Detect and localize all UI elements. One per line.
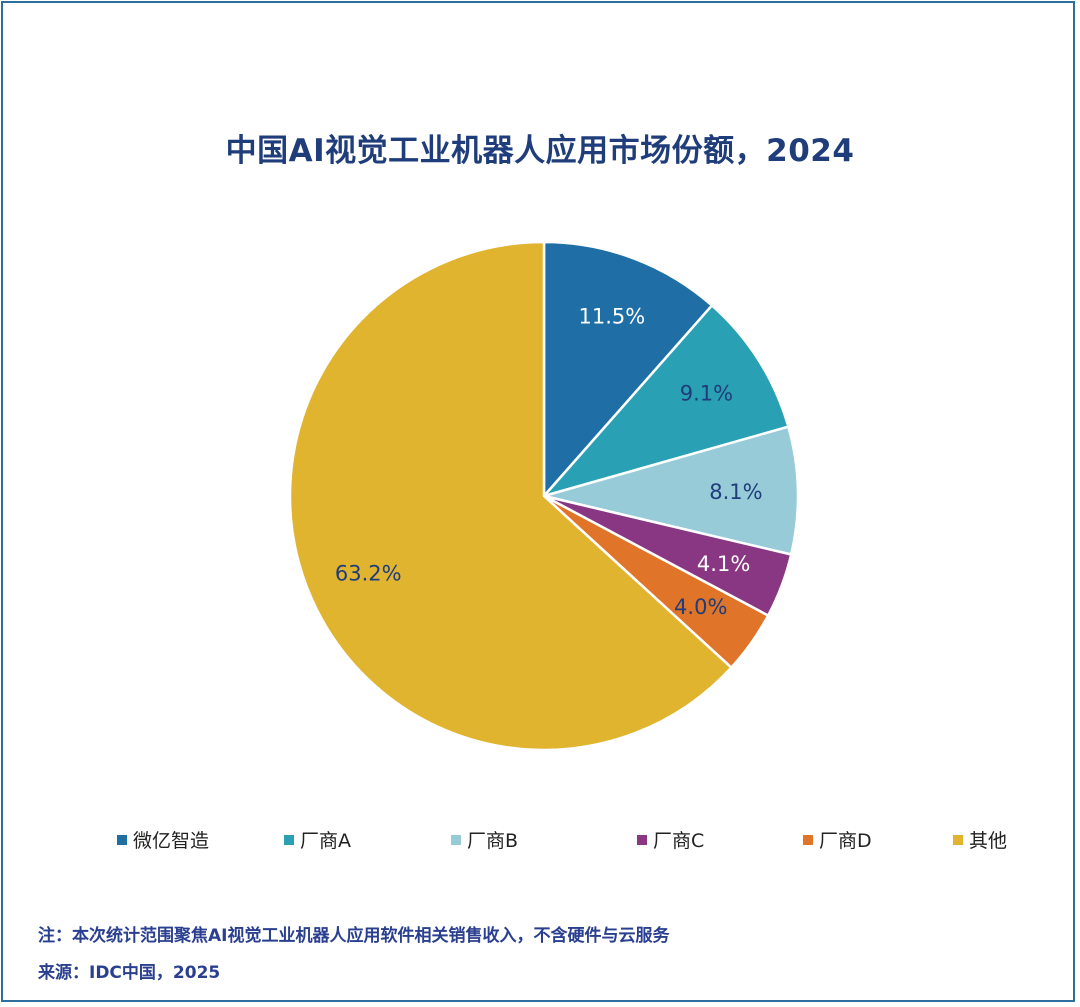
pie-slice-1 — [542, 304, 790, 498]
legend-swatch-0 — [117, 834, 127, 845]
legend-swatch-4 — [803, 834, 813, 845]
chart-note: 注：本次统计范围聚焦AI视觉工业机器人应用软件相关销售收入，不含硬件与云服务 — [38, 926, 670, 946]
chart-source: 来源：IDC中国，2025 — [38, 963, 221, 983]
pie-slice-label-5: 63.2% — [335, 561, 402, 585]
legend-label-4: 厂商D — [819, 830, 872, 852]
pie-slice-label-0: 11.5% — [579, 304, 646, 328]
pie-slice-0 — [542, 240, 714, 498]
legend-label-2: 厂商B — [467, 830, 519, 852]
chart-legend: 微亿智造 厂商A 厂商B 厂商C 厂商D 其他 — [0, 826, 1080, 856]
legend-item-5: 其他 — [953, 826, 1007, 853]
pie-slice-label-2: 8.1% — [709, 480, 762, 504]
pie-slice-5 — [288, 240, 733, 752]
legend-item-3: 厂商C — [637, 826, 704, 853]
pie-slice-label-3: 4.1% — [697, 552, 750, 576]
chart-title: 中国AI视觉工业机器人应用市场份额，2024 — [225, 133, 855, 169]
legend-swatch-5 — [953, 834, 963, 845]
legend-label-0: 微亿智造 — [133, 830, 210, 852]
legend-swatch-3 — [637, 834, 647, 845]
legend-swatch-1 — [284, 834, 294, 845]
legend-swatch-2 — [451, 834, 461, 845]
pie-slice-label-1: 9.1% — [680, 382, 733, 406]
pie-chart: 11.5% 9.1% 8.1% 4.1% 4.0% 63.2% — [288, 240, 800, 752]
legend-item-2: 厂商B — [451, 826, 518, 853]
legend-label-1: 厂商A — [300, 830, 351, 852]
pie-slice-2 — [542, 425, 800, 556]
legend-label-3: 厂商C — [653, 830, 705, 852]
legend-item-0: 微亿智造 — [117, 826, 209, 853]
legend-item-1: 厂商A — [284, 826, 351, 853]
legend-label-5: 其他 — [969, 830, 1008, 852]
legend-item-4: 厂商D — [803, 826, 872, 853]
pie-slice-label-4: 4.0% — [674, 595, 727, 619]
